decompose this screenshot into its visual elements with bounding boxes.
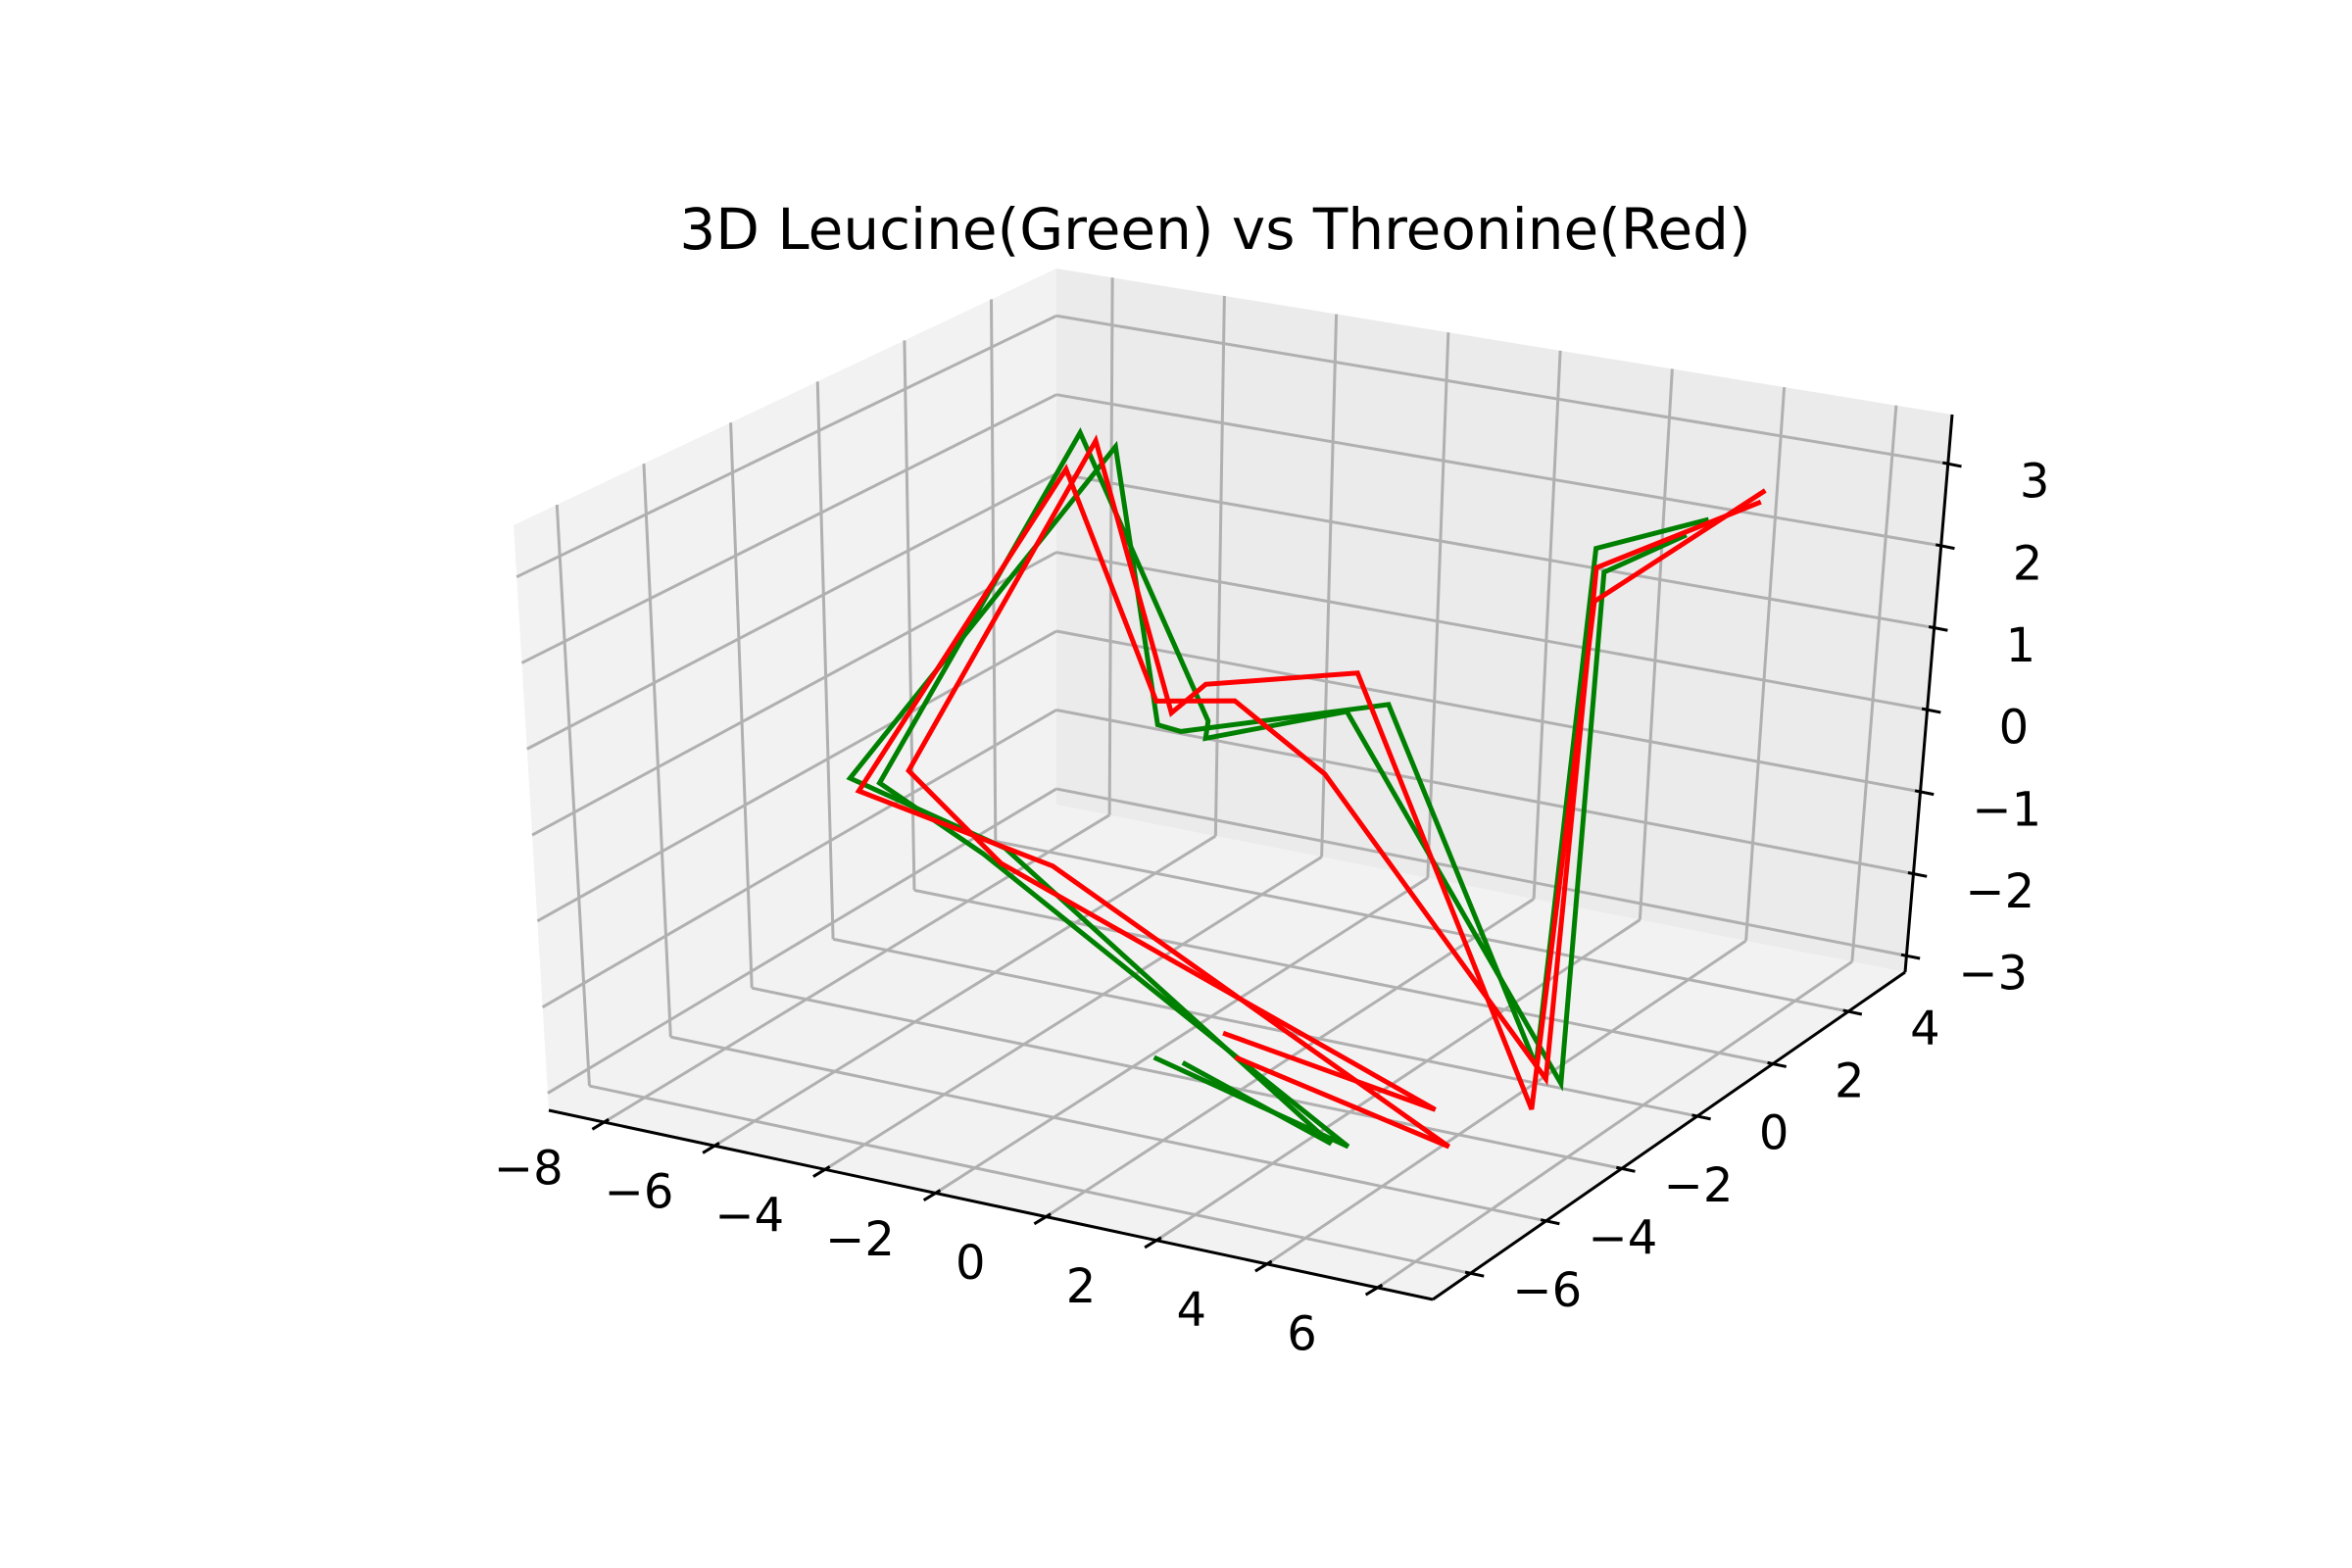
z-grid-back: [1055, 629, 1921, 794]
x-tick: [591, 1117, 610, 1131]
y-tick: [1540, 1218, 1560, 1226]
y-axis-line: [1432, 970, 1906, 1301]
x-tick-label: 0: [956, 1236, 986, 1291]
z-grid-left: [547, 787, 1057, 1095]
x-grid-floor: [713, 834, 1217, 1148]
y-tick: [1842, 1008, 1863, 1016]
y-tick-label: −2: [1664, 1158, 1734, 1213]
x-grid-back: [1320, 314, 1339, 858]
z-tick-label: 1: [2006, 618, 2036, 673]
x-tick: [1254, 1259, 1273, 1273]
y-grid-left: [642, 464, 672, 1038]
y-grid-left: [555, 504, 591, 1087]
axes-panes: [514, 269, 1952, 1299]
x-grid-floor: [934, 876, 1429, 1195]
x-tick: [1364, 1283, 1384, 1297]
chart-title: 3D Leucine(Green) vs Threonine(Red): [679, 196, 1750, 263]
y-tick-label: −6: [1512, 1263, 1582, 1318]
z-tick-label: −1: [1972, 782, 2041, 837]
series-line-3: [855, 464, 1762, 1150]
y-tick: [1616, 1165, 1636, 1173]
y-grid-left: [990, 299, 998, 842]
x-grid-back: [1426, 332, 1450, 878]
x-tick-label: −8: [494, 1142, 564, 1197]
z-tick: [1907, 871, 1928, 878]
x-grid-floor: [824, 856, 1323, 1171]
z-tick: [1941, 461, 1962, 468]
y-grid-floor: [670, 1035, 1546, 1223]
y-grid-left: [729, 422, 754, 989]
y-tick: [1767, 1060, 1788, 1068]
z-tick: [1935, 543, 1955, 551]
y-grid-floor: [913, 888, 1774, 1065]
series-line-4: [906, 434, 1767, 1112]
z-tick-label: 2: [2013, 536, 2043, 591]
series-line-1: [876, 426, 1688, 1150]
y-grid-floor: [589, 1084, 1471, 1275]
x-tick: [702, 1142, 720, 1154]
x-tick-label: 6: [1287, 1306, 1317, 1361]
z-grid-back: [1055, 551, 1928, 711]
y-tick: [1691, 1113, 1711, 1121]
x-grid-floor: [1376, 960, 1853, 1290]
z-tick-label: −2: [1965, 864, 2034, 919]
z-tick-label: 3: [2020, 455, 2050, 510]
x-tick-label: −6: [605, 1165, 674, 1220]
y-grid-floor: [751, 986, 1623, 1170]
y-tick-label: 2: [1835, 1054, 1865, 1108]
y-grid-floor: [832, 937, 1698, 1118]
x-grid-back: [1213, 295, 1226, 837]
y-tick-label: 4: [1910, 1002, 1940, 1056]
x-grid-floor: [1155, 918, 1642, 1242]
x-tick: [1144, 1236, 1162, 1250]
z-tick-label: −3: [1958, 947, 2028, 1002]
z-tick: [1900, 953, 1921, 960]
z-grid-back: [1055, 471, 1935, 630]
z-grid-left: [531, 551, 1057, 837]
z-grid-back: [1055, 708, 1914, 876]
axes-lines: [548, 414, 1954, 1301]
z-tick: [1928, 625, 1948, 632]
x-axis-line: [548, 1108, 1434, 1301]
y-tick-label: −4: [1589, 1211, 1658, 1266]
back-wall-pane: [1056, 269, 1952, 972]
x-tick: [1033, 1212, 1052, 1226]
x-tick-label: −4: [714, 1189, 784, 1244]
x-grid-back: [1532, 350, 1562, 900]
z-grid-left: [515, 314, 1057, 579]
y-grid-left: [815, 381, 835, 940]
z-grid-left: [536, 629, 1057, 923]
x-grid-floor: [1266, 939, 1747, 1266]
x-grid-back: [1850, 405, 1898, 962]
left-wall-pane: [514, 269, 1056, 1110]
x-tick: [812, 1165, 831, 1178]
z-grid-back: [1055, 314, 1949, 466]
y-tick: [1464, 1270, 1485, 1278]
z-tick-label: 0: [1999, 701, 2030, 756]
y-tick-label: 0: [1759, 1106, 1789, 1161]
x-tick-label: 2: [1066, 1259, 1097, 1314]
z-grid-left: [520, 393, 1057, 664]
z-grid-left: [541, 709, 1057, 1008]
x-grid-back: [1744, 386, 1787, 942]
z-grid-left: [526, 471, 1057, 751]
z-grid-back: [1055, 787, 1907, 957]
z-tick: [1914, 789, 1935, 797]
x-tick-label: 4: [1177, 1283, 1207, 1338]
data-series: [846, 426, 1767, 1150]
x-grid-back: [1107, 277, 1114, 815]
y-grid-floor: [995, 839, 1849, 1013]
z-tick: [1921, 707, 1941, 714]
z-grid-back: [1055, 393, 1941, 548]
z-axis-line: [1903, 414, 1954, 973]
x-grid-back: [1638, 368, 1674, 920]
x-tick: [922, 1189, 942, 1201]
x-tick-label: −2: [825, 1212, 895, 1267]
y-grid-left: [903, 340, 916, 891]
